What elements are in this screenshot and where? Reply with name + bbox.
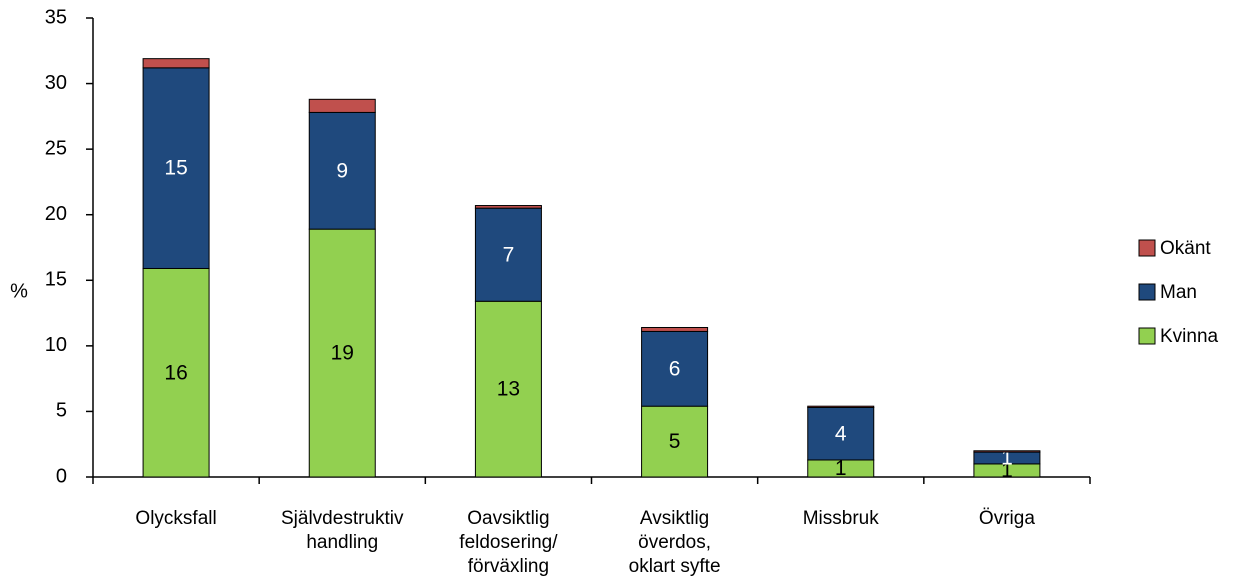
y-tick-label: 5 [56, 400, 67, 422]
y-axis-label: % [10, 280, 28, 302]
data-label: 1 [835, 457, 847, 480]
legend-swatch-kvinna [1138, 327, 1156, 345]
bar-segment-man [641, 330, 709, 407]
y-tick-label: 25 [45, 137, 67, 159]
bar-segment-man [474, 207, 542, 302]
data-label: 13 [497, 378, 520, 401]
data-label: 16 [164, 361, 187, 384]
bar-segment-okänt [474, 205, 542, 209]
y-axis: 0 5 10 15 20 25 30 35 [45, 6, 94, 487]
y-tick-label: 10 [45, 334, 67, 356]
y-tick-label: 35 [45, 6, 67, 28]
x-category-label: handling [306, 532, 378, 553]
y-tick-label: 15 [45, 269, 67, 291]
data-label: 1 [1001, 459, 1013, 482]
y-tick-label: 0 [56, 465, 67, 487]
y-tick-label: 20 [45, 203, 67, 225]
data-label: 6 [669, 357, 681, 380]
y-tick-label: 30 [45, 72, 67, 94]
bar-segment-man [308, 111, 376, 230]
x-category-label: Olycksfall [135, 508, 216, 529]
bar-segment-kvinna [474, 300, 542, 478]
data-label: 5 [669, 430, 681, 453]
bar-segment-kvinna [142, 267, 210, 478]
legend-swatch-man [1138, 283, 1156, 301]
data-label: 1 [1001, 447, 1013, 470]
bar-segment-okänt [308, 98, 376, 113]
bar-segment-okänt [807, 405, 875, 408]
bar-segment-man [142, 67, 210, 269]
legend-label: Kvinna [1160, 326, 1219, 347]
data-label: 9 [336, 159, 348, 182]
x-category-label: Självdestruktiv [281, 508, 404, 529]
data-label: 7 [503, 243, 515, 266]
bar-segment-man [807, 406, 875, 461]
bar-segment-okänt [973, 450, 1041, 453]
legend-label: Okänt [1160, 238, 1211, 259]
legend-label: Man [1160, 282, 1197, 303]
data-label: 15 [164, 157, 187, 180]
x-category-label: Avsiktlig [640, 508, 709, 529]
x-category-label: oklart syfte [629, 556, 721, 577]
x-category-label: överdos, [638, 532, 711, 553]
x-category-label: Missbruk [803, 508, 880, 529]
x-category-label: Övriga [979, 508, 1035, 529]
x-category-label: feldosering/ [459, 532, 558, 553]
data-label: 19 [331, 342, 354, 365]
legend: Okänt Man Kvinna [1138, 238, 1219, 347]
bar-segment-okänt [142, 58, 210, 69]
bar-segment-okänt [641, 326, 709, 332]
x-category-label: förväxling [468, 556, 549, 577]
x-category-label: Oavsiktlig [467, 508, 549, 529]
bar-segment-kvinna [308, 228, 376, 478]
data-label: 4 [835, 422, 847, 445]
x-axis: Olycksfall Självdestruktiv handling Oavsikt… [92, 476, 1091, 577]
legend-swatch-okänt [1138, 239, 1156, 257]
